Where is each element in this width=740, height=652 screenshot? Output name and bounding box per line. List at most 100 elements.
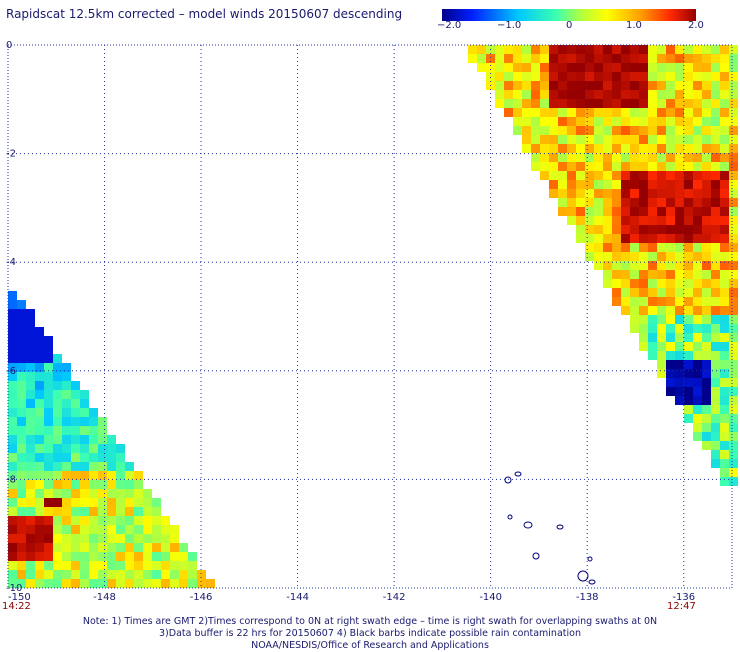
swath-cell [720, 234, 729, 243]
swath-cell [630, 297, 639, 306]
swath-cell [17, 399, 26, 408]
swath-cell [8, 318, 17, 327]
swath-cell [125, 579, 134, 588]
swath-cell [44, 363, 53, 372]
swath-cell [558, 81, 567, 90]
swath-cell [702, 441, 711, 450]
swath-cell [80, 516, 89, 525]
swath-cell [702, 108, 711, 117]
swath-cell [522, 144, 531, 153]
swath-cell [89, 561, 98, 570]
swath-cell [576, 108, 585, 117]
swath-cell [693, 351, 702, 360]
swath-cell [143, 552, 152, 561]
swath-cell [729, 63, 738, 72]
swath-cell [702, 270, 711, 279]
swath-cell [44, 336, 53, 345]
swath-cell [648, 72, 657, 81]
swath-cell [639, 81, 648, 90]
swath-cell [729, 126, 738, 135]
swath-cell [8, 345, 17, 354]
swath-cell [729, 396, 738, 405]
swath-cell [711, 108, 720, 117]
swath-cell [612, 261, 621, 270]
swath-cell [675, 297, 684, 306]
swath-cell [35, 408, 44, 417]
swath-cell [116, 489, 125, 498]
swath-cell [531, 45, 540, 54]
swath-cell [612, 252, 621, 261]
swath-cell [711, 306, 720, 315]
swath-cell [35, 462, 44, 471]
note-line-3: NOAA/NESDIS/Office of Research and Appli… [251, 640, 489, 651]
swath-cell [585, 225, 594, 234]
swath-cell [585, 108, 594, 117]
swath-cell [522, 135, 531, 144]
swath-cell [603, 117, 612, 126]
swath-cell [720, 99, 729, 108]
swath-cell [17, 363, 26, 372]
swath-cell [720, 45, 729, 54]
swath-cell [26, 516, 35, 525]
swath-cell [675, 333, 684, 342]
swath-cell [657, 198, 666, 207]
swath-cell [666, 225, 675, 234]
grid-lines [7, 44, 733, 589]
swath-cell [657, 162, 666, 171]
swath-cell [44, 579, 53, 588]
swath-cell [612, 99, 621, 108]
swath-cell [125, 543, 134, 552]
swath-cell [585, 126, 594, 135]
swath-cell [630, 315, 639, 324]
swath-cell [567, 135, 576, 144]
swath-cell [657, 207, 666, 216]
swath-cell [89, 426, 98, 435]
swath-cell [26, 498, 35, 507]
swath-cell [666, 135, 675, 144]
swath-cell [80, 552, 89, 561]
swath-cell [675, 252, 684, 261]
swath-cell [639, 45, 648, 54]
island-outline [532, 552, 540, 560]
swath-cell [107, 435, 116, 444]
swath-cell [684, 279, 693, 288]
swath-cell [693, 63, 702, 72]
swath-cell [8, 291, 17, 300]
swath-cell [594, 135, 603, 144]
swath-cell [684, 369, 693, 378]
swath-cell [684, 144, 693, 153]
swath-cell [53, 543, 62, 552]
swath-cell [17, 579, 26, 588]
swath-cell [549, 108, 558, 117]
swath-cell [116, 552, 125, 561]
swath-cell [720, 108, 729, 117]
swath-cell [657, 216, 666, 225]
swath-cell [639, 270, 648, 279]
swath-cell [17, 552, 26, 561]
swath-cell [585, 243, 594, 252]
swath-cell [8, 390, 17, 399]
swath-cell [44, 498, 53, 507]
swath-cell [720, 63, 729, 72]
colorbar-label-zero: 0 [566, 20, 573, 31]
swath-cell [630, 171, 639, 180]
swath-cell [657, 270, 666, 279]
swath-cell [44, 381, 53, 390]
swath-cell [558, 153, 567, 162]
swath-cell [711, 261, 720, 270]
swath-cell [26, 570, 35, 579]
swath-cell [720, 468, 729, 477]
swath-cell [702, 243, 711, 252]
swath-cell [80, 489, 89, 498]
swath-cell [729, 387, 738, 396]
swath-cell [125, 489, 134, 498]
swath-cell [558, 180, 567, 189]
swath-cell [648, 207, 657, 216]
swath-cell [576, 126, 585, 135]
swath-cell [666, 198, 675, 207]
swath-cell [98, 417, 107, 426]
swath-cell [594, 153, 603, 162]
swath-cell [702, 279, 711, 288]
swath-cell [188, 570, 197, 579]
swath-cell [594, 99, 603, 108]
